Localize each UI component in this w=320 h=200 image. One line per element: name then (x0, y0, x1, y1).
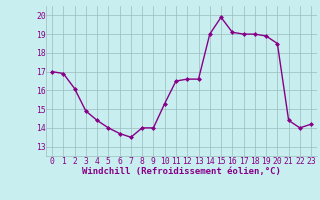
X-axis label: Windchill (Refroidissement éolien,°C): Windchill (Refroidissement éolien,°C) (82, 167, 281, 176)
